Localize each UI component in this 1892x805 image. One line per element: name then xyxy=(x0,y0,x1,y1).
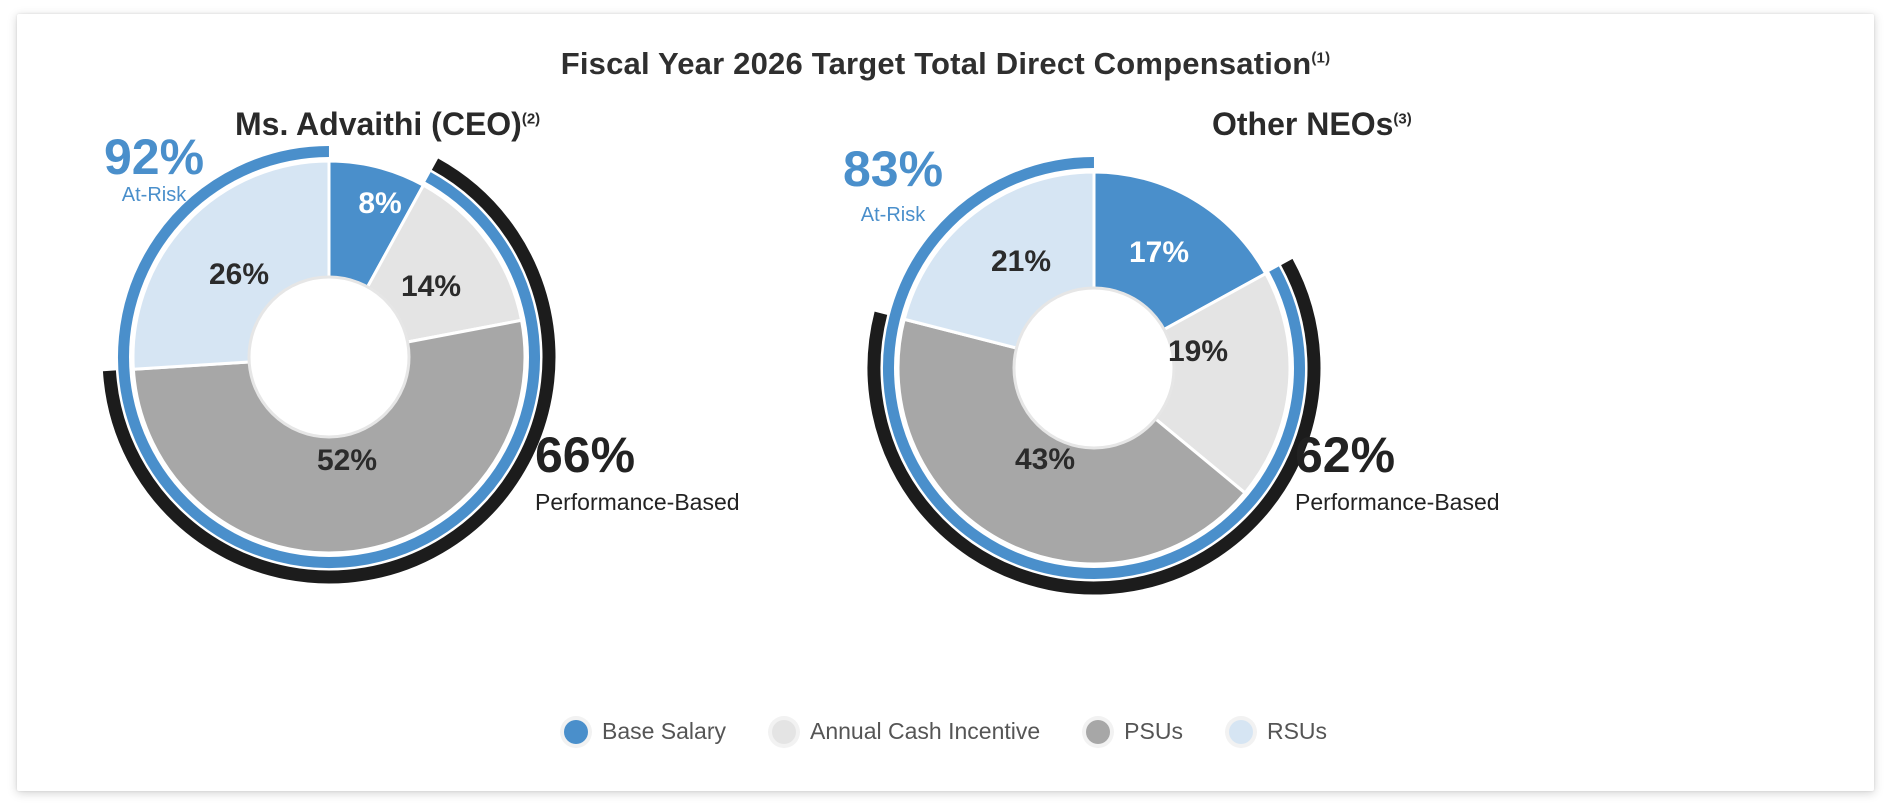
ceo-panel-title: Ms. Advaithi (CEO)(2) xyxy=(235,106,540,143)
neo-performance-based-value: 62% xyxy=(1295,427,1395,483)
neo-panel-title-footnote: (3) xyxy=(1393,110,1412,128)
ceo-donut-hole xyxy=(247,275,411,439)
chart-title-footnote: (1) xyxy=(1311,49,1331,67)
legend-label-annual-cash-incentive: Annual Cash Incentive xyxy=(810,718,1041,744)
donut-charts-svg: 8%14%52%26%92%At-Risk66%Performance-Base… xyxy=(102,129,1500,595)
legend-label-base-salary: Base Salary xyxy=(601,718,726,744)
ceo-panel-title-text: Ms. Advaithi (CEO) xyxy=(235,106,522,142)
ceo-label-base-salary: 8% xyxy=(358,187,401,220)
legend: Base Salary Annual Cash Incentive PSUs RSUs xyxy=(17,718,1874,745)
legend-swatch-annual-cash-incentive xyxy=(772,719,796,744)
compensation-card: Fiscal Year 2026 Target Total Direct Com… xyxy=(17,14,1874,791)
neo-label-base-salary: 17% xyxy=(1129,236,1189,269)
ceo-label-annual-cash-incentive: 14% xyxy=(401,270,461,303)
legend-swatch-base-salary xyxy=(563,719,588,744)
neo-donut-hole xyxy=(1012,286,1176,450)
legend-swatch-psus xyxy=(1086,719,1111,744)
ceo-performance-based-label: Performance-Based xyxy=(535,489,740,515)
legend-item-psus: PSUs xyxy=(1086,718,1183,745)
chart-title-text: Fiscal Year 2026 Target Total Direct Com… xyxy=(560,46,1312,81)
legend-item-rsus: RSUs xyxy=(1228,718,1328,745)
ceo-at-risk-label: At-Risk xyxy=(122,184,187,206)
ceo-label-rsus: 26% xyxy=(209,258,269,291)
legend-label-psus: PSUs xyxy=(1124,718,1183,744)
legend-label-rsus: RSUs xyxy=(1266,718,1328,744)
neo-panel-title-text: Other NEOs xyxy=(1212,106,1394,142)
legend-item-annual-cash-incentive: Annual Cash Incentive xyxy=(772,718,1040,745)
neo-label-psus: 43% xyxy=(1015,443,1075,476)
neo-label-rsus: 21% xyxy=(991,245,1051,278)
neo-at-risk-label: At-Risk xyxy=(861,204,926,226)
legend-swatch-rsus xyxy=(1228,719,1253,744)
ceo-performance-based-ring xyxy=(102,158,556,584)
neo-at-risk-ring xyxy=(883,157,1305,579)
neo-panel-title: Other NEOs(3) xyxy=(1212,106,1412,143)
ceo-at-risk-value: 92% xyxy=(104,129,204,185)
ceo-panel-title-footnote: (2) xyxy=(521,110,541,128)
ceo-at-risk-ring xyxy=(118,146,540,568)
neo-label-annual-cash-incentive: 19% xyxy=(1168,335,1228,368)
legend-item-base-salary: Base Salary xyxy=(563,718,726,745)
neo-performance-based-ring xyxy=(867,258,1321,595)
ceo-label-psus: 52% xyxy=(317,444,377,477)
chart-title: Fiscal Year 2026 Target Total Direct Com… xyxy=(17,46,1874,82)
ceo-performance-based-value: 66% xyxy=(535,427,635,483)
neo-performance-based-label: Performance-Based xyxy=(1295,489,1500,515)
neo-slice-annual-cash-incentive xyxy=(1091,271,1292,496)
neo-at-risk-value: 83% xyxy=(843,141,943,197)
